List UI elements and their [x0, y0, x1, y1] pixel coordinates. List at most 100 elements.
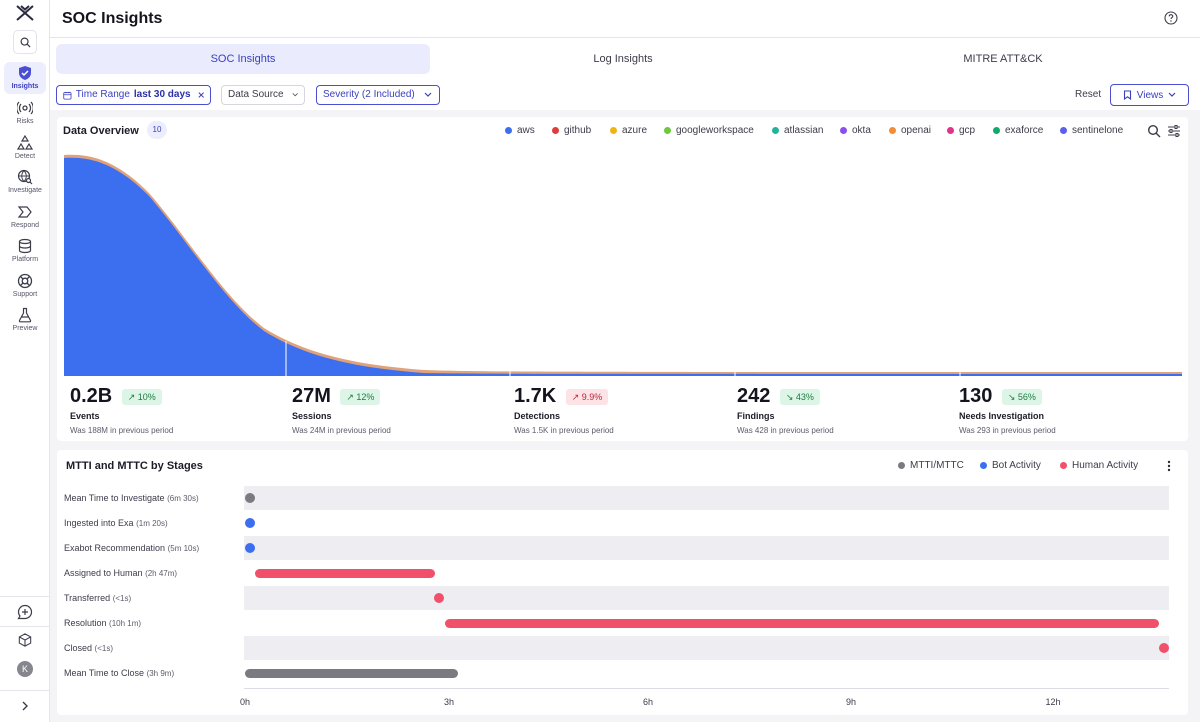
x-axis-line	[244, 688, 1169, 689]
legend-item-okta[interactable]: okta	[840, 125, 871, 136]
data-overview-area-chart[interactable]	[64, 153, 1182, 377]
human-activity-point[interactable]	[1159, 643, 1169, 653]
human-activity-bar[interactable]	[255, 569, 435, 578]
help-icon[interactable]	[1164, 11, 1178, 25]
row-background	[244, 486, 1169, 510]
sidebar-divider	[0, 596, 50, 597]
bot-activity-point[interactable]	[245, 543, 255, 553]
avatar[interactable]: K	[17, 661, 33, 677]
sidebar-item-insights[interactable]: Insights	[4, 62, 46, 94]
data-source-label: Data Source	[228, 89, 284, 100]
row-background	[244, 536, 1169, 560]
sidebar-item-risks[interactable]: Risks	[4, 97, 46, 129]
sidebar-item-label: Risks	[16, 118, 34, 125]
stat-previous: Was 24M in previous period	[292, 426, 391, 435]
sidebar: Insights Risks Detect Investigate Respon…	[0, 0, 50, 722]
human-activity-point[interactable]	[434, 593, 444, 603]
stat-value: 0.2B	[70, 385, 113, 407]
stat-findings[interactable]: 242 ↘ 43% Findings Was 428 in previous p…	[737, 385, 957, 435]
sidebar-item-investigate[interactable]: Investigate	[4, 166, 46, 198]
area-series-aws	[64, 157, 1182, 376]
chevron-badge-icon	[17, 206, 32, 218]
stat-value: 130	[959, 385, 993, 407]
legend-item-gcp[interactable]: gcp	[947, 125, 975, 136]
stat-change-badge: ↘ 43%	[779, 388, 820, 405]
chat-plus-icon[interactable]	[17, 604, 33, 620]
filter-sliders-icon[interactable]	[1167, 124, 1181, 138]
bot-activity-point[interactable]	[245, 518, 255, 528]
data-overview-card: Data Overview 10 aws github azure google…	[57, 117, 1188, 441]
legend-item-aws[interactable]: aws	[505, 125, 535, 136]
legend-item-exaforce[interactable]: exaforce	[993, 125, 1043, 136]
legend-item-mtti-mttc[interactable]: MTTI/MTTC	[898, 460, 964, 471]
tab-log-insights[interactable]: Log Insights	[593, 53, 653, 65]
stat-detections[interactable]: 1.7K ↗ 9.9% Detections Was 1.5K in previ…	[514, 385, 734, 435]
stat-change-badge: ↗ 10%	[121, 388, 162, 405]
close-icon[interactable]	[198, 91, 204, 99]
severity-filter[interactable]: Severity (2 Included)	[316, 85, 440, 105]
x-tick-label: 3h	[443, 697, 455, 707]
arrow-up-right-icon: ↗	[571, 391, 580, 402]
chevron-down-icon	[292, 93, 298, 97]
legend-item-atlassian[interactable]: atlassian	[772, 125, 823, 136]
stat-events[interactable]: 0.2B ↗ 10% Events Was 188M in previous p…	[70, 385, 290, 435]
tab-soc-insights[interactable]: SOC Insights	[56, 44, 430, 74]
mttc-bar[interactable]	[245, 669, 458, 678]
radar-icon	[17, 101, 33, 115]
search-button[interactable]	[13, 30, 37, 54]
sidebar-item-preview[interactable]: Preview	[4, 304, 46, 336]
page-header: SOC Insights	[50, 0, 1200, 38]
legend-item-bot-activity[interactable]: Bot Activity	[980, 460, 1041, 471]
row-label-mean-time-to-investigate: Mean Time to Investigate (6m 30s)	[64, 493, 199, 503]
shield-check-icon	[19, 66, 31, 80]
row-label-ingested: Ingested into Exa (1m 20s)	[64, 518, 168, 528]
tab-bar: SOC Insights Log Insights MITRE ATT&CK	[50, 38, 1200, 80]
sidebar-divider	[0, 626, 50, 627]
sidebar-item-support[interactable]: Support	[4, 270, 46, 302]
legend-item-azure[interactable]: azure	[610, 125, 647, 136]
stat-sessions[interactable]: 27M ↗ 12% Sessions Was 24M in previous p…	[292, 385, 512, 435]
sidebar-item-detect[interactable]: Detect	[4, 132, 46, 164]
stat-label: Findings	[737, 411, 775, 421]
sidebar-divider	[0, 690, 50, 691]
legend-item-sentinelone[interactable]: sentinelone	[1060, 125, 1123, 136]
search-icon[interactable]	[1147, 124, 1161, 138]
calendar-icon	[63, 91, 72, 100]
x-tick-label: 0h	[239, 697, 251, 707]
lifebuoy-icon	[17, 273, 33, 289]
legend-item-openai[interactable]: openai	[889, 125, 931, 136]
x-tick-label: 6h	[642, 697, 654, 707]
arrow-up-right-icon: ↗	[127, 391, 136, 402]
x-tick-label: 9h	[845, 697, 857, 707]
exaforce-logo-icon[interactable]	[15, 5, 35, 21]
sidebar-item-label: Preview	[12, 325, 38, 332]
views-button[interactable]: Views	[1110, 84, 1189, 106]
mtti-point[interactable]	[245, 493, 255, 503]
stat-label: Detections	[514, 411, 561, 421]
sidebar-item-platform[interactable]: Platform	[4, 235, 46, 267]
time-range-label: Time Range	[75, 89, 130, 100]
human-activity-bar[interactable]	[445, 619, 1159, 628]
expand-sidebar-icon[interactable]	[20, 700, 30, 712]
tab-mitre-attack[interactable]: MITRE ATT&CK	[963, 53, 1043, 65]
cube-icon[interactable]	[18, 633, 32, 647]
stat-previous: Was 293 in previous period	[959, 426, 1056, 435]
legend-item-googleworkspace[interactable]: googleworkspace	[664, 125, 754, 136]
data-source-filter[interactable]: Data Source	[221, 85, 305, 105]
more-options-icon[interactable]	[1167, 460, 1171, 472]
time-range-value: last 30 days	[133, 89, 191, 100]
legend-item-human-activity[interactable]: Human Activity	[1060, 460, 1138, 471]
legend-item-github[interactable]: github	[552, 125, 591, 136]
stat-value: 1.7K	[514, 385, 557, 407]
time-range-filter[interactable]: Time Range last 30 days	[56, 85, 211, 105]
filter-bar: Time Range last 30 days Data Source Seve…	[50, 80, 1200, 110]
stat-previous: Was 1.5K in previous period	[514, 426, 614, 435]
row-label-mean-time-to-close: Mean Time to Close (3h 9m)	[64, 668, 175, 678]
stat-previous: Was 428 in previous period	[737, 426, 834, 435]
row-background	[244, 636, 1169, 660]
sidebar-item-respond[interactable]: Respond	[4, 201, 46, 233]
page-title: SOC Insights	[62, 10, 163, 27]
reset-button[interactable]: Reset	[1075, 89, 1102, 100]
stat-needs-investigation[interactable]: 130 ↘ 56% Needs Investigation Was 293 in…	[959, 385, 1179, 435]
stat-label: Events	[70, 411, 100, 421]
